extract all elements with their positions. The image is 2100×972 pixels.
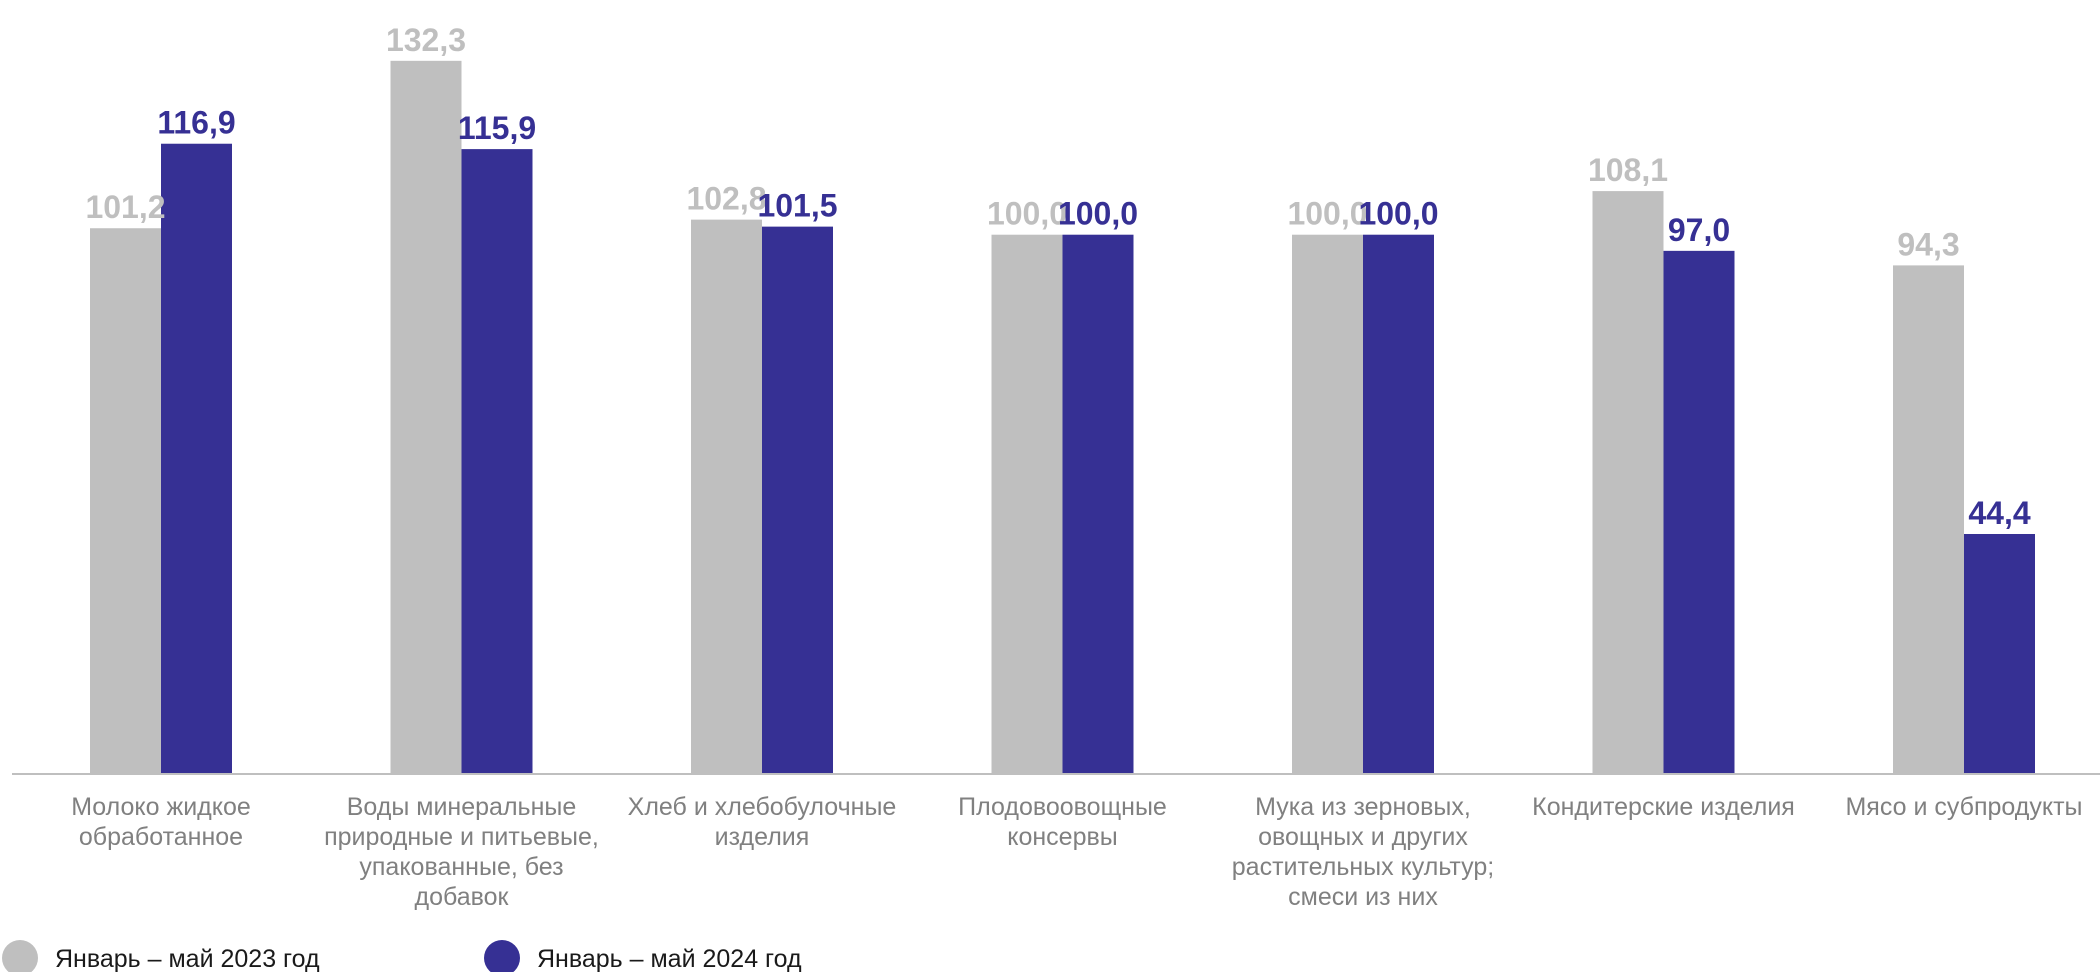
category-label-line: Плодовоовощные — [958, 793, 1167, 821]
category-label-3: Хлеб и хлебобулочные изделия — [628, 793, 897, 851]
category-label-line: обработанное — [79, 823, 243, 851]
category-label-line: Воды минеральные — [347, 793, 577, 821]
bar-s1-c6 — [1592, 191, 1664, 773]
value-label-s2-c7: 44,4 — [1968, 495, 2030, 531]
category-labels-group: Молоко жидкое обработанное Воды минеральны… — [71, 793, 2082, 911]
value-label-s1-c4: 100,0 — [987, 196, 1067, 232]
category-label-5: Мука из зерновых, овощных и других растите… — [1232, 793, 1494, 911]
category-label-7: Мясо и субпродукты — [1845, 793, 2082, 821]
category-label-6: Кондитерские изделия — [1532, 793, 1795, 821]
category-label-1: Молоко жидкое обработанное — [71, 793, 251, 851]
bar-s1-c3 — [691, 219, 762, 774]
category-label-line: добавок — [415, 883, 510, 911]
value-label-s1-c6: 108,1 — [1588, 152, 1668, 188]
bar-s1-c2 — [390, 60, 462, 773]
value-label-s1-c1: 101,2 — [85, 189, 165, 225]
category-label-line: природные и питьевые, — [324, 823, 599, 851]
value-label-s2-c2: 115,9 — [458, 110, 536, 146]
legend-label-2: Январь – май 2024 год — [537, 945, 802, 972]
value-label-s1-c3: 102,8 — [686, 181, 766, 217]
value-label-s2-c3: 101,5 — [757, 188, 837, 224]
category-label-line: изделия — [715, 823, 810, 851]
value-label-s2-c4: 100,0 — [1058, 196, 1138, 232]
category-label-line: упакованные, без — [359, 853, 563, 881]
bar-s2-c3 — [762, 226, 833, 774]
legend: Январь – май 2023 год Январь – май 2024 г… — [2, 940, 802, 972]
value-label-s1-c7: 94,3 — [1897, 226, 1959, 262]
value-label-s1-c5: 100,0 — [1287, 196, 1367, 232]
category-label-line: смеси из них — [1288, 883, 1438, 911]
category-label-line: овощных и других — [1258, 823, 1468, 851]
legend-marker-2 — [484, 940, 520, 972]
category-label-4: Плодовоовощные консервы — [958, 793, 1167, 851]
value-label-s1-c2: 132,3 — [386, 22, 466, 58]
value-label-s2-c1: 116,9 — [157, 105, 235, 141]
category-label-line: Кондитерские изделия — [1532, 793, 1795, 821]
bar-s2-c1 — [161, 143, 232, 773]
value-label-s2-c6: 97,0 — [1668, 212, 1730, 248]
bar-s2-c6 — [1663, 250, 1735, 773]
bar-s1-c5 — [1292, 234, 1363, 773]
category-label-line: Мука из зерновых, — [1255, 793, 1471, 821]
bar-s2-c2 — [461, 149, 533, 774]
bar-s1-c7 — [1893, 265, 1964, 773]
category-label-line: Мясо и субпродукты — [1845, 793, 2082, 821]
bar-s2-c7 — [1964, 533, 2035, 773]
category-label-line: Хлеб и хлебобулочные — [628, 793, 897, 821]
legend-marker-1 — [2, 940, 38, 972]
bar-s2-c4 — [1062, 234, 1134, 773]
category-label-line: консервы — [1007, 823, 1118, 851]
category-label-2: Воды минеральные природные и питьевые, упа… — [324, 793, 599, 911]
value-label-s2-c5: 100,0 — [1358, 196, 1438, 232]
bar-s2-c5 — [1363, 234, 1434, 773]
category-label-line: Молоко жидкое — [71, 793, 251, 821]
bar-s1-c4 — [991, 234, 1063, 773]
category-label-line: растительных культур; — [1232, 853, 1494, 881]
bars-group — [90, 60, 2035, 774]
bar-s1-c1 — [90, 228, 161, 773]
legend-label-1: Январь – май 2023 год — [55, 945, 320, 972]
